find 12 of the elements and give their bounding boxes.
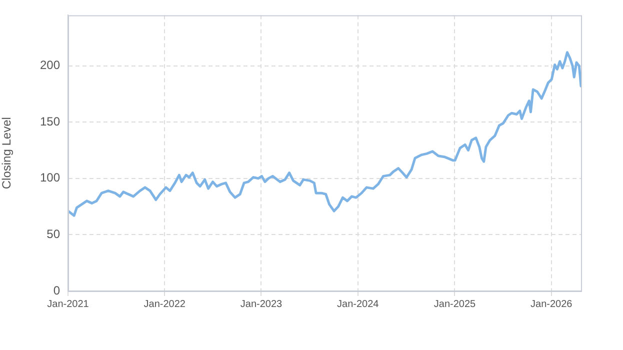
y-tick-label: 150: [40, 114, 60, 128]
x-tick-label: Jan-2025: [434, 298, 476, 310]
x-tick-label: Jan-2026: [530, 298, 573, 310]
x-tick-label: Jan-2021: [47, 298, 90, 310]
x-tick-label: Jan-2024: [337, 298, 380, 310]
y-axis-title: Closing Level: [0, 117, 14, 190]
x-tick-label: Jan-2023: [240, 298, 283, 310]
y-tick-label: 100: [40, 170, 60, 185]
x-tick-label: Jan-2022: [144, 298, 186, 310]
y-tick-label: 50: [46, 227, 60, 242]
y-tick-label: 200: [40, 58, 60, 72]
y-tick-label: 0: [53, 283, 60, 298]
